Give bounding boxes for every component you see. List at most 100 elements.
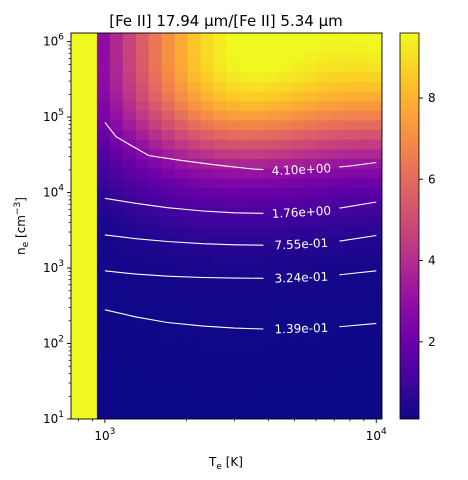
heatmap-cell xyxy=(330,110,344,121)
heatmap-cell xyxy=(200,90,215,102)
heatmap-cell xyxy=(174,332,189,343)
heatmap-cell xyxy=(278,148,292,160)
heatmap-cell xyxy=(109,322,124,333)
heatmap-cell xyxy=(96,33,111,44)
heatmap-cell xyxy=(96,61,111,73)
heatmap-cell xyxy=(161,90,176,102)
heatmap-cell xyxy=(174,119,189,131)
heatmap-cell xyxy=(278,341,292,353)
heatmap-cell xyxy=(83,206,98,217)
heatmap-cell xyxy=(213,110,228,121)
heatmap-cell xyxy=(148,119,163,131)
heatmap-cell xyxy=(356,110,370,121)
heatmap-cell xyxy=(278,332,292,343)
heatmap-cell xyxy=(291,216,305,227)
heatmap-cell xyxy=(343,100,357,111)
heatmap-cell xyxy=(252,197,266,208)
contour-label: 1.76e+00 xyxy=(271,204,331,221)
heatmap-cell xyxy=(265,361,279,372)
contour-lines: 4.10e+00 1.76e+00 7.55e-01 3.24e-01 1.39e-01 xyxy=(104,122,377,336)
colorbar-tick-label: 8 xyxy=(428,91,436,105)
heatmap-cell xyxy=(278,303,292,314)
heatmap-cell xyxy=(174,361,189,372)
heatmap-cell xyxy=(148,274,163,285)
heatmap-cell xyxy=(278,380,292,391)
heatmap-cell xyxy=(213,370,228,381)
heatmap-cell xyxy=(135,226,150,237)
heatmap-cell xyxy=(239,52,254,63)
heatmap-cell xyxy=(187,33,202,44)
heatmap-cell xyxy=(213,332,228,343)
heatmap-cell xyxy=(187,312,202,324)
heatmap-cell xyxy=(304,216,318,227)
heatmap-cell xyxy=(161,351,176,362)
heatmap-cell xyxy=(330,245,344,256)
heatmap-cell xyxy=(291,274,305,285)
heatmap-cell xyxy=(187,361,202,372)
heatmap-cell xyxy=(109,33,124,44)
heatmap-cell xyxy=(135,380,150,391)
heatmap-cell xyxy=(291,90,305,102)
heatmap-cell xyxy=(252,119,266,131)
heatmap-cell xyxy=(200,370,215,381)
heatmap-cell xyxy=(71,226,85,237)
heatmap-cell xyxy=(304,254,318,266)
heatmap-cell xyxy=(161,293,176,304)
heatmap-cell xyxy=(148,245,163,256)
heatmap-cell xyxy=(187,274,202,285)
heatmap-cell xyxy=(174,303,189,314)
heatmap-cell xyxy=(343,197,357,208)
heatmap-cell xyxy=(291,226,305,237)
heatmap-cell xyxy=(187,341,202,353)
heatmap-cell xyxy=(83,370,98,381)
heatmap-cell xyxy=(83,90,98,102)
heatmap-cell xyxy=(317,293,331,304)
heatmap-cell xyxy=(174,274,189,285)
heatmap-cell xyxy=(135,206,150,217)
heatmap-cell xyxy=(213,254,228,266)
heatmap-cell xyxy=(200,351,215,362)
heatmap-cell xyxy=(317,332,331,343)
heatmap-cell xyxy=(71,139,85,150)
heatmap-cell xyxy=(278,245,292,256)
heatmap-cell xyxy=(161,216,176,227)
heatmap-cell xyxy=(187,370,202,381)
heatmap-cell xyxy=(278,100,292,111)
heatmap-cell xyxy=(187,351,202,362)
heatmap-cell xyxy=(356,293,370,304)
heatmap-cell xyxy=(161,245,176,256)
heatmap-cell xyxy=(71,312,85,324)
heatmap-cell xyxy=(161,303,176,314)
contour-label: 7.55e-01 xyxy=(274,236,328,253)
heatmap-cell xyxy=(96,42,111,53)
heatmap-cell xyxy=(304,370,318,381)
heatmap-cell xyxy=(174,264,189,275)
heatmap-cell xyxy=(135,139,150,150)
heatmap-cell xyxy=(291,168,305,179)
heatmap-cell xyxy=(239,148,254,160)
heatmap-cell xyxy=(278,312,292,324)
heatmap-cell xyxy=(291,187,305,198)
heatmap-cell xyxy=(96,81,111,92)
heatmap-cell xyxy=(96,380,111,391)
heatmap-cell xyxy=(71,235,85,246)
heatmap-cell xyxy=(265,177,279,188)
heatmap-cell xyxy=(187,71,202,82)
heatmap-cell xyxy=(122,322,137,333)
heatmap-cell xyxy=(174,254,189,266)
heatmap-cell xyxy=(226,81,241,92)
heatmap-cell xyxy=(343,245,357,256)
heatmap-cell xyxy=(252,206,266,217)
heatmap-cell xyxy=(96,312,111,324)
heatmap-cell xyxy=(226,274,241,285)
heatmap-cell xyxy=(213,409,228,419)
heatmap-cell xyxy=(161,61,176,73)
heatmap-cell xyxy=(174,148,189,160)
heatmap-cell xyxy=(200,380,215,391)
heatmap-cell xyxy=(278,187,292,198)
heatmap-cell xyxy=(122,399,137,410)
heatmap-cell xyxy=(71,332,85,343)
heatmap-cell xyxy=(252,380,266,391)
heatmap-cell xyxy=(239,81,254,92)
heatmap-cell xyxy=(317,119,331,131)
